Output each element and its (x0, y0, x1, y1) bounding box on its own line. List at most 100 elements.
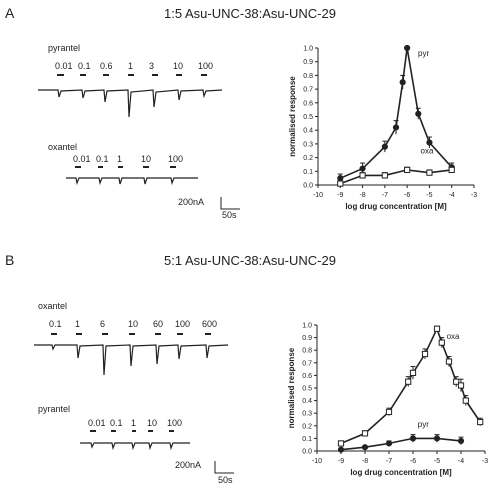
series-line-oxa (340, 169, 452, 185)
series-label-pyr: pyr (418, 49, 429, 58)
series-label-pyr: pyr (418, 420, 429, 429)
data-point-oxa (337, 440, 345, 447)
series-line-pyr (340, 437, 462, 451)
y-tick-label: 0.2 (302, 423, 312, 430)
panel-a-trace-bottom-drug: oxantel (48, 142, 78, 152)
y-tick-label: 0.7 (303, 87, 313, 94)
y-tick-label: 0.9 (302, 335, 312, 342)
panel-a-conc-label: 3 (149, 61, 155, 71)
data-point-pyr (433, 435, 441, 442)
panel-b-letter: B (5, 252, 15, 268)
y-axis-label: normalised response (288, 76, 297, 157)
y-tick-label: 0.4 (303, 128, 313, 135)
panel-b-conc-label: 60 (153, 319, 164, 329)
x-tick-label: -7 (382, 192, 388, 199)
series-label-oxa: oxa (447, 332, 460, 341)
chart-panel-a: -10 -9 -8 -7 -6 -5 -4 -3 0.0 0.1 0.2 0.3 0.4 0.5 0.6 0.… (288, 44, 477, 211)
panel-a-conc-label: 0.1 (96, 154, 109, 164)
y-tick-label: 0.8 (302, 348, 312, 355)
y-tick-label: 0.3 (303, 141, 313, 148)
panel-b-conc-label: 0.1 (49, 319, 62, 329)
panel-a-conc-label: 100 (168, 154, 184, 164)
panel-b-trace-bottom-drug: pyrantel (38, 404, 71, 414)
y-axis-label: normalised response (287, 347, 296, 428)
panel-b-conc-label: 0.1 (110, 418, 123, 428)
data-point-oxa (404, 166, 411, 174)
panel-a-trace-top-drug: pyrantel (48, 43, 81, 53)
data-point-oxa (453, 378, 460, 385)
panel-a-scale-time: 50s (222, 210, 237, 220)
x-tick-label: -10 (312, 458, 322, 465)
data-point-pyr (392, 124, 400, 131)
data-point-pyr (385, 440, 393, 447)
data-point-pyr (409, 435, 417, 442)
panel-b-conc-label: 100 (167, 418, 183, 428)
panel-b-conc-label: 100 (175, 319, 191, 329)
panel-b-conc-label: 0.01 (88, 418, 106, 428)
y-tick-label: 0.6 (302, 373, 312, 380)
x-axis-label: log drug concentration [M] (350, 468, 452, 477)
trace-a-oxantel (66, 177, 198, 186)
trace-a-pyrantel (38, 89, 223, 118)
y-tick-label: 1.0 (303, 46, 313, 53)
data-point-pyr (426, 139, 433, 146)
panel-b-conc-label: 1 (131, 418, 137, 428)
x-tick-label: -9 (338, 458, 344, 465)
data-point-oxa (462, 397, 469, 404)
x-tick-label: -8 (362, 458, 368, 465)
y-tick-label: 0.7 (302, 360, 312, 367)
data-point-oxa (381, 172, 388, 179)
panel-b-conc-label: 1 (75, 319, 81, 329)
x-axis-label: log drug concentration [M] (345, 202, 447, 211)
data-point-oxa (433, 325, 441, 332)
data-point-oxa (421, 350, 429, 358)
panel-a-conc-label: 0.6 (100, 61, 113, 71)
x-tick-label: -4 (449, 192, 455, 199)
panel-a-conc-label: 10 (141, 154, 152, 164)
y-tick-label: 0.3 (302, 411, 312, 418)
panel-b-conc-label: 10 (147, 418, 158, 428)
x-tick-label: -5 (426, 192, 432, 199)
panel-b-scale-current: 200nA (175, 460, 202, 470)
x-tick-label: -8 (359, 192, 365, 199)
data-point-pyr (404, 44, 411, 52)
x-tick-label: -6 (410, 458, 416, 465)
series-label-oxa: oxa (421, 146, 434, 155)
data-point-oxa (361, 430, 369, 437)
x-tick-label: -5 (434, 458, 440, 465)
x-tick-label: -3 (482, 458, 488, 465)
y-tick-label: 0.5 (302, 386, 312, 393)
data-point-pyr (361, 444, 369, 451)
x-tick-label: -4 (458, 458, 464, 465)
scale-bar-b (214, 461, 234, 474)
y-tick-label: 0.8 (303, 73, 313, 80)
panel-a-title: 1:5 Asu-UNC-38:Asu-UNC-29 (164, 6, 336, 21)
y-tick-label: 0.4 (302, 398, 312, 405)
data-point-oxa (445, 358, 453, 365)
x-tick-label: -9 (337, 192, 343, 199)
panel-a-conc-label: 1 (117, 154, 123, 164)
x-tick-label: -7 (386, 458, 392, 465)
data-point-pyr (359, 165, 366, 172)
data-point-pyr (381, 143, 388, 150)
panel-a-conc-label: 10 (173, 61, 184, 71)
panel-a-scale-current: 200nA (178, 197, 205, 207)
panel-a-conc-label: 0.01 (55, 61, 73, 71)
application-bars (51, 74, 211, 432)
data-point-pyr (457, 437, 465, 445)
y-tick-label: 0.0 (303, 183, 313, 190)
data-point-oxa (477, 418, 484, 426)
data-point-pyr (337, 446, 345, 453)
x-tick-label: -3 (471, 192, 477, 199)
data-point-oxa (385, 408, 393, 416)
y-tick-label: 0.1 (303, 169, 313, 176)
panel-b-conc-label: 10 (128, 319, 139, 329)
panel-a-conc-label: 0.01 (73, 154, 91, 164)
trace-b-oxantel (34, 344, 229, 376)
data-point-oxa (405, 378, 412, 385)
data-point-pyr (399, 79, 406, 86)
panel-b-scale-time: 50s (218, 475, 233, 485)
x-tick-label: -10 (313, 192, 323, 199)
y-tick-label: 0.2 (303, 155, 313, 162)
